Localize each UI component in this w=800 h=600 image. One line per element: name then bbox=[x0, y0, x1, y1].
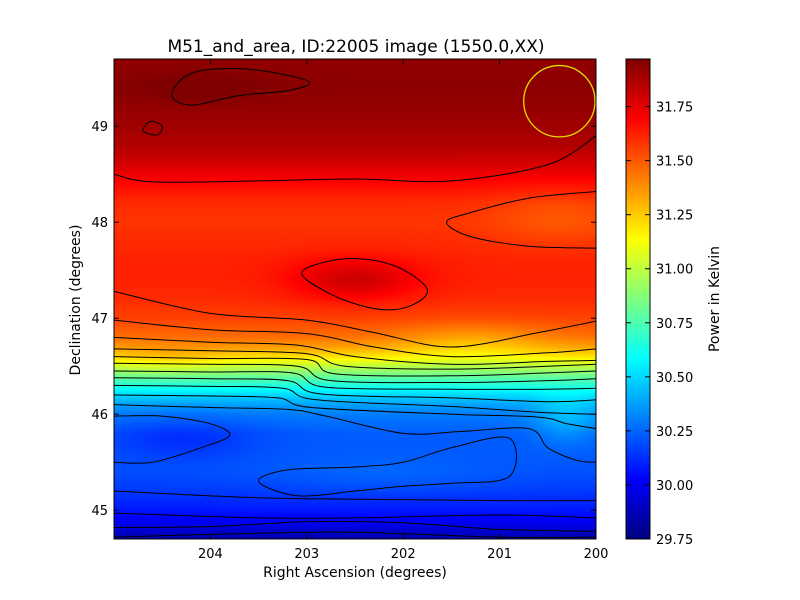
contour-mid-4 bbox=[114, 348, 596, 370]
contour-mid-2 bbox=[114, 319, 596, 358]
colorbar-ticks: 29.75 30.00 30.25 30.50 30.75 31.00 31.25 31.50… bbox=[626, 101, 693, 548]
contour-left-blob bbox=[114, 415, 231, 464]
x-tick-label: 203 bbox=[294, 547, 319, 562]
colorbar-label: Power in Kelvin bbox=[707, 246, 723, 352]
colorbar-tick-label: 30.25 bbox=[656, 425, 693, 440]
colorbar-tick-label: 30.75 bbox=[656, 317, 693, 332]
colorbar-tick-label: 31.50 bbox=[656, 155, 693, 170]
contour-right-wedge bbox=[446, 191, 596, 249]
contour-mid-1 bbox=[114, 290, 596, 348]
colorbar-tick-label: 29.75 bbox=[656, 533, 693, 548]
chart-title: M51_and_area, ID:22005 image (1550.0,XX) bbox=[167, 37, 544, 57]
contour-mid-11 bbox=[114, 404, 596, 463]
plot-frame bbox=[113, 58, 597, 540]
y-tick-label: 45 bbox=[91, 504, 108, 519]
y-axis-label: Declination (degrees) bbox=[68, 225, 84, 376]
contour-lines bbox=[114, 68, 596, 538]
colorbar-frame bbox=[625, 58, 651, 540]
contour-top-left-loop bbox=[171, 68, 311, 106]
x-axis-ticks: 204 203 202 201 200 bbox=[198, 59, 608, 562]
y-tick-label: 47 bbox=[91, 312, 108, 327]
x-tick-label: 202 bbox=[391, 547, 416, 562]
colorbar: 29.75 30.00 30.25 30.50 30.75 31.00 31.25 31.50… bbox=[625, 58, 693, 548]
x-tick-label: 204 bbox=[198, 547, 223, 562]
contour-upper-band bbox=[114, 135, 596, 183]
contour-low-1 bbox=[114, 490, 596, 502]
contour-mid-8 bbox=[114, 377, 596, 403]
contour-small-ring bbox=[142, 120, 163, 136]
y-tick-label: 48 bbox=[91, 216, 108, 231]
beam-circle bbox=[523, 64, 596, 138]
colorbar-tick-label: 31.00 bbox=[656, 263, 693, 278]
beam-marker bbox=[523, 64, 596, 138]
contour-low-4 bbox=[114, 531, 596, 538]
contour-mid-5 bbox=[114, 356, 596, 377]
x-axis-label: Right Ascension (degrees) bbox=[263, 565, 447, 581]
contour-mid-9 bbox=[114, 384, 596, 415]
colorbar-tick-label: 31.25 bbox=[656, 209, 693, 224]
x-tick-label: 200 bbox=[584, 547, 609, 562]
colorbar-tick-label: 30.00 bbox=[656, 479, 693, 494]
contour-low-2 bbox=[114, 512, 596, 519]
colorbar-tick-label: 30.50 bbox=[656, 371, 693, 386]
contour-lower-mid-loop bbox=[258, 436, 517, 497]
y-tick-label: 46 bbox=[91, 408, 108, 423]
x-tick-label: 201 bbox=[487, 547, 512, 562]
colorbar-scale bbox=[626, 59, 650, 539]
contour-mid-7 bbox=[114, 370, 596, 390]
contour-low-3 bbox=[114, 520, 596, 532]
colorbar-tick-label: 31.75 bbox=[656, 101, 693, 116]
contour-central-loop bbox=[301, 257, 429, 311]
y-tick-label: 49 bbox=[91, 120, 108, 135]
contour-mid-3 bbox=[114, 336, 596, 365]
y-axis-ticks: 45 46 47 48 49 bbox=[91, 120, 596, 519]
contour-mid-6 bbox=[114, 362, 596, 384]
plot-area: 204 203 202 201 200 45 46 47 48 49 bbox=[91, 58, 608, 562]
contour-mid-10 bbox=[114, 394, 596, 430]
heatmap bbox=[114, 59, 596, 539]
